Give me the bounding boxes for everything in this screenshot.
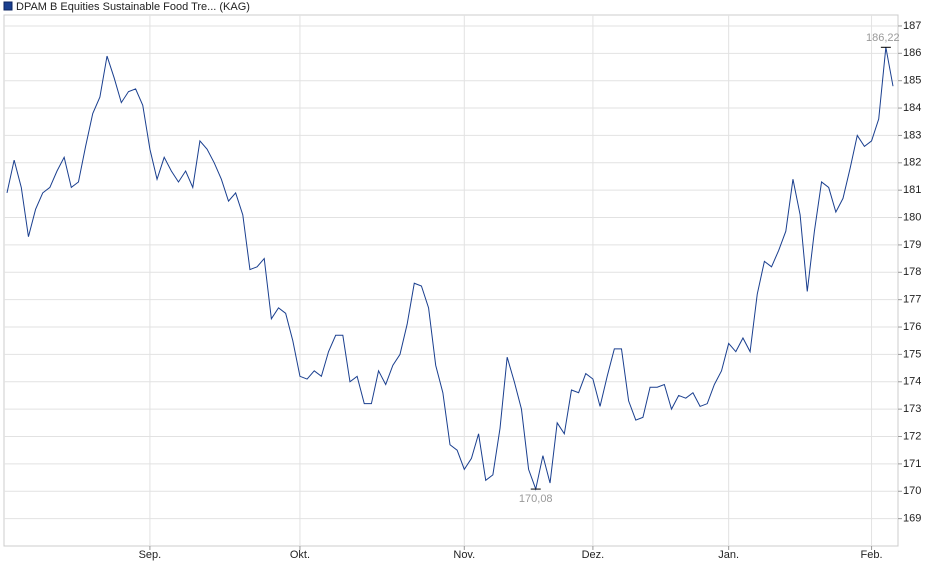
y-tick-label: 176: [903, 321, 921, 333]
y-tick-label: 177: [903, 294, 921, 306]
y-tick-label: 172: [903, 430, 921, 442]
y-tick-label: 171: [903, 458, 921, 470]
x-tick-label: Sep.: [139, 549, 162, 561]
price-line: [6, 47, 894, 491]
y-tick-label: 180: [903, 211, 921, 223]
legend-label: DPAM B Equities Sustainable Food Tre... …: [16, 1, 250, 13]
plot-area: [3, 14, 899, 547]
max-label: 186,22: [866, 32, 900, 44]
y-tick-label: 175: [903, 348, 921, 360]
x-tick-label: Feb.: [861, 549, 883, 561]
x-tick-label: Dez.: [582, 549, 605, 561]
x-tick-label: Okt.: [290, 549, 310, 561]
y-tick-label: 179: [903, 239, 921, 251]
y-tick-label: 187: [903, 20, 921, 32]
y-tick-label: 184: [903, 102, 921, 114]
x-tick-label: Jan.: [718, 549, 739, 561]
y-tick-label: 182: [903, 157, 921, 169]
y-tick-label: 183: [903, 129, 921, 141]
y-tick-label: 178: [903, 266, 921, 278]
y-tick-label: 185: [903, 75, 921, 87]
y-tick-label: 170: [903, 485, 921, 497]
y-tick-label: 174: [903, 376, 921, 388]
y-tick-label: 169: [903, 513, 921, 525]
x-tick-label: Nov.: [453, 549, 475, 561]
legend-swatch: [3, 1, 13, 11]
min-label: 170,08: [519, 493, 553, 505]
y-tick-label: 181: [903, 184, 921, 196]
y-tick-label: 186: [903, 47, 921, 59]
y-tick-label: 173: [903, 403, 921, 415]
